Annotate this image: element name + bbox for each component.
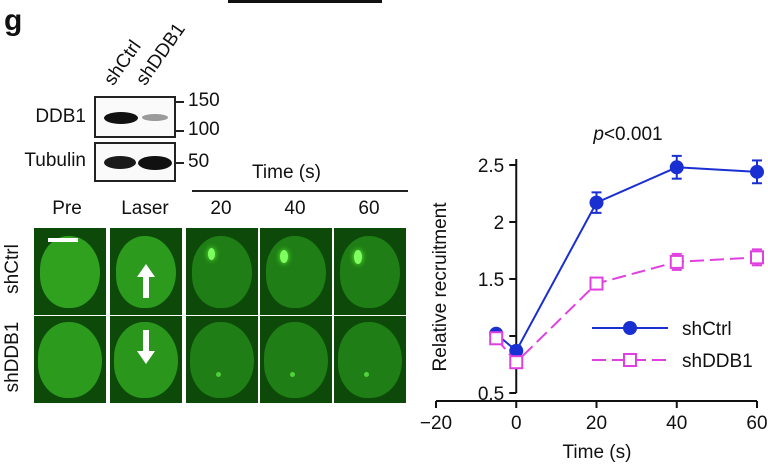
series-shddb1 bbox=[489, 248, 764, 370]
band-ddb1-shddb1 bbox=[142, 114, 168, 121]
col-label-pre: Pre bbox=[52, 198, 82, 219]
p-value-annotation: p<0.001 bbox=[592, 124, 662, 145]
y-axis-label: Relative recruitment bbox=[430, 202, 451, 372]
legend-marker bbox=[623, 321, 637, 335]
data-point bbox=[750, 164, 764, 179]
x-tick-label: 20 bbox=[586, 413, 607, 434]
time-header-bar bbox=[192, 190, 408, 192]
legend-label: shDDB1 bbox=[682, 351, 753, 372]
col-label-laser: Laser bbox=[121, 198, 169, 219]
mw-marker-50: 50 bbox=[188, 151, 210, 172]
arrow-down-icon bbox=[137, 330, 155, 364]
legend-label: shCtrl bbox=[682, 319, 732, 340]
data-point bbox=[669, 254, 684, 269]
y-tick-label: 2 bbox=[494, 213, 505, 234]
mw-tick-50 bbox=[176, 162, 184, 164]
legend-marker bbox=[623, 353, 637, 367]
mw-tick-150 bbox=[176, 101, 184, 103]
x-tick-label: 40 bbox=[666, 413, 687, 434]
blot-label-ddb1: DDB1 bbox=[35, 106, 86, 127]
micrograph-shctrl-40 bbox=[260, 228, 332, 315]
data-point bbox=[750, 250, 764, 265]
band-tubulin-shddb1 bbox=[138, 156, 172, 170]
arrow-up-icon bbox=[137, 264, 155, 298]
y-tick-label: 0.5 bbox=[478, 384, 504, 405]
series-shctrl bbox=[489, 154, 764, 358]
x-tick-label: 0 bbox=[511, 413, 522, 434]
x-tick-label: −20 bbox=[420, 413, 452, 434]
col-label-20: 20 bbox=[210, 198, 232, 219]
data-point bbox=[509, 355, 524, 370]
y-tick-label: 1.5 bbox=[478, 270, 504, 291]
micrograph-shctrl-20 bbox=[186, 228, 258, 315]
micrograph-shddb1-laser bbox=[110, 316, 182, 403]
imaging-time-header: Time (s) bbox=[252, 162, 321, 183]
micrograph-shddb1-40 bbox=[260, 316, 332, 403]
blot-ddb1 bbox=[94, 96, 176, 138]
col-label-40: 40 bbox=[284, 198, 306, 219]
data-point bbox=[489, 331, 504, 346]
x-tick-label: 60 bbox=[746, 413, 767, 434]
scale-bar bbox=[48, 238, 78, 242]
top-divider bbox=[228, 0, 382, 3]
micrograph-shctrl-pre bbox=[34, 228, 106, 315]
band-tubulin-shctrl bbox=[104, 156, 136, 169]
band-ddb1-shctrl bbox=[104, 112, 138, 124]
blot-label-tubulin: Tubulin bbox=[24, 150, 86, 171]
blot-tubulin bbox=[94, 142, 176, 182]
panel-letter: g bbox=[4, 4, 23, 37]
y-tick-label: 2.5 bbox=[478, 156, 504, 177]
data-point bbox=[589, 276, 604, 291]
data-point bbox=[509, 343, 524, 358]
mw-marker-100: 100 bbox=[188, 119, 220, 140]
data-point bbox=[669, 160, 684, 175]
x-axis-label: Time (s) bbox=[563, 442, 632, 463]
micrograph-shddb1-20 bbox=[186, 316, 258, 403]
micrograph-shctrl-60 bbox=[334, 228, 406, 315]
mw-tick-100 bbox=[176, 130, 184, 132]
series-line bbox=[495, 256, 758, 364]
col-label-60: 60 bbox=[358, 198, 380, 219]
mw-marker-150: 150 bbox=[188, 90, 220, 111]
micrograph-shddb1-pre bbox=[34, 316, 106, 403]
micrograph-shctrl-laser bbox=[110, 228, 182, 315]
data-point bbox=[589, 195, 604, 210]
micrograph-shddb1-60 bbox=[334, 316, 406, 403]
